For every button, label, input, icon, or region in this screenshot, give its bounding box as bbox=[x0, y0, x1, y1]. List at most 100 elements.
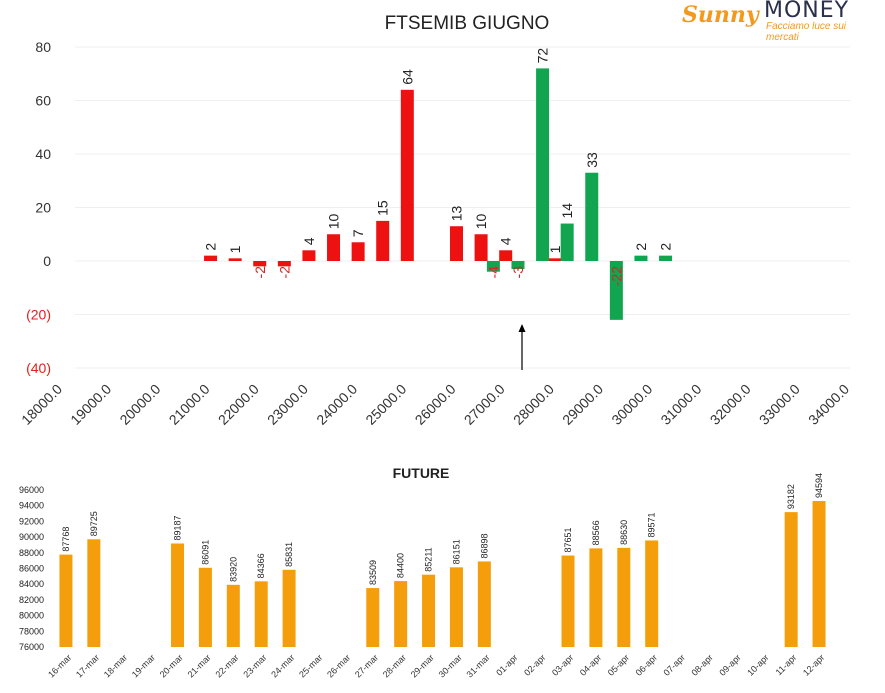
x-tick-label: 31000.0 bbox=[657, 381, 704, 428]
bar bbox=[634, 255, 648, 261]
x-tick-label: 20000.0 bbox=[116, 381, 163, 428]
x-tick-label: 18000.0 bbox=[18, 381, 65, 428]
bar bbox=[499, 250, 513, 261]
bar bbox=[536, 68, 550, 262]
x-tick-label: 30000.0 bbox=[608, 381, 655, 428]
x-tick-label: 19-mar bbox=[130, 652, 157, 679]
data-label: 85831 bbox=[284, 542, 294, 567]
bar bbox=[589, 548, 603, 647]
bar bbox=[422, 574, 436, 647]
x-tick-label: 17-mar bbox=[74, 652, 101, 679]
data-label: -4 bbox=[485, 266, 501, 279]
y-tick-label: 96000 bbox=[19, 485, 44, 495]
x-tick-label: 27000.0 bbox=[461, 381, 508, 428]
chart-title: FTSEMIB GIUGNO bbox=[385, 13, 550, 34]
y-tick-label: 76000 bbox=[19, 642, 44, 652]
data-label: 2 bbox=[658, 243, 674, 251]
x-tick-label: 25000.0 bbox=[362, 381, 409, 428]
bar bbox=[474, 234, 488, 261]
bar bbox=[59, 554, 73, 647]
y-tick-label: 90000 bbox=[19, 532, 44, 542]
data-label: 1 bbox=[547, 245, 563, 253]
bar bbox=[645, 540, 659, 647]
bar bbox=[659, 255, 673, 261]
x-tick-label: 26-mar bbox=[325, 652, 352, 679]
x-tick-label: 20-mar bbox=[158, 652, 185, 679]
x-tick-label: 01-apr bbox=[494, 652, 519, 677]
y-tick-label: 86000 bbox=[19, 564, 44, 574]
bar bbox=[585, 172, 599, 261]
chart-title: FUTURE bbox=[393, 465, 450, 481]
bar bbox=[784, 512, 798, 647]
x-tick-label: 19000.0 bbox=[67, 381, 114, 428]
data-label: 89571 bbox=[647, 512, 657, 537]
data-label: 2 bbox=[633, 243, 649, 251]
data-label: 86091 bbox=[200, 540, 210, 565]
data-label: 89187 bbox=[173, 515, 183, 540]
bar bbox=[511, 261, 525, 270]
x-tick-label: 16-mar bbox=[46, 652, 73, 679]
data-label: 4 bbox=[301, 237, 317, 245]
y-tick-label: 94000 bbox=[19, 501, 44, 511]
sunny-money-logo: Sunny MONEY Facciamo luce sui mercati bbox=[680, 0, 880, 43]
bar bbox=[277, 261, 291, 267]
data-label: 14 bbox=[559, 203, 575, 219]
bar bbox=[609, 261, 623, 320]
x-tick-label: 04-apr bbox=[578, 652, 603, 677]
x-tick-label: 31-mar bbox=[465, 652, 492, 679]
x-tick-label: 24-mar bbox=[269, 652, 296, 679]
x-tick-label: 32000.0 bbox=[707, 381, 754, 428]
y-tick-label: 78000 bbox=[19, 626, 44, 636]
x-tick-label: 02-apr bbox=[522, 652, 547, 677]
x-tick-label: 12-apr bbox=[801, 652, 826, 677]
logo-sunny-text: Sunny bbox=[682, 2, 759, 28]
bar bbox=[617, 547, 631, 647]
x-tick-label: 06-apr bbox=[634, 652, 659, 677]
x-tick-label: 30-mar bbox=[437, 652, 464, 679]
y-tick-label: 80 bbox=[35, 39, 51, 55]
y-tick-label: (40) bbox=[26, 360, 51, 376]
y-axis-ticks: 80 60 40 20 0 (20) (40) bbox=[26, 39, 51, 376]
bar bbox=[400, 89, 414, 261]
data-label: 2 bbox=[203, 243, 219, 251]
data-label: 88566 bbox=[591, 520, 601, 545]
bar bbox=[477, 561, 491, 647]
y-axis-ticks: 96000 94000 92000 90000 88000 86000 84000 82000… bbox=[19, 485, 44, 652]
x-tick-label: 21000.0 bbox=[166, 381, 213, 428]
data-label: 13 bbox=[449, 205, 465, 221]
x-tick-label: 03-apr bbox=[550, 652, 575, 677]
y-tick-label: 0 bbox=[43, 253, 51, 269]
data-label: 15 bbox=[375, 200, 391, 216]
x-axis-ticks: 18000.0 19000.0 20000.0 21000.0 22000.0 23000… bbox=[18, 381, 852, 428]
logo-tagline: Facciamo luce sui mercati bbox=[766, 21, 847, 43]
future-chart: FUTURE 96000 94000 92000 90000 88000 86000 840… bbox=[19, 465, 827, 680]
x-tick-label: 09-apr bbox=[717, 652, 742, 677]
bars bbox=[204, 68, 673, 320]
x-tick-label: 29000.0 bbox=[559, 381, 606, 428]
logo-money-text: MONEY bbox=[764, 0, 850, 23]
x-tick-label: 05-apr bbox=[606, 652, 631, 677]
bar bbox=[560, 223, 574, 261]
bar bbox=[302, 250, 316, 261]
bar bbox=[171, 543, 185, 647]
data-label: -2 bbox=[276, 266, 292, 279]
data-label: 83920 bbox=[228, 557, 238, 582]
x-tick-label: 11-apr bbox=[774, 652, 799, 677]
data-label: 85211 bbox=[424, 547, 434, 571]
y-tick-label: 92000 bbox=[19, 516, 44, 526]
data-label: 88630 bbox=[619, 520, 629, 545]
x-tick-label: 27-mar bbox=[353, 652, 380, 679]
x-tick-label: 28000.0 bbox=[510, 381, 557, 428]
bar bbox=[812, 501, 826, 647]
data-label: -22 bbox=[608, 266, 624, 286]
bar bbox=[394, 581, 408, 647]
current-level-arrow bbox=[518, 324, 526, 370]
data-label: 10 bbox=[326, 213, 342, 229]
x-tick-label: 28-mar bbox=[381, 652, 408, 679]
x-tick-label: 23000.0 bbox=[264, 381, 311, 428]
x-tick-label: 25-mar bbox=[297, 652, 324, 679]
x-tick-label: 10-apr bbox=[745, 652, 770, 677]
x-tick-label: 08-apr bbox=[689, 652, 714, 677]
bar bbox=[449, 567, 463, 647]
